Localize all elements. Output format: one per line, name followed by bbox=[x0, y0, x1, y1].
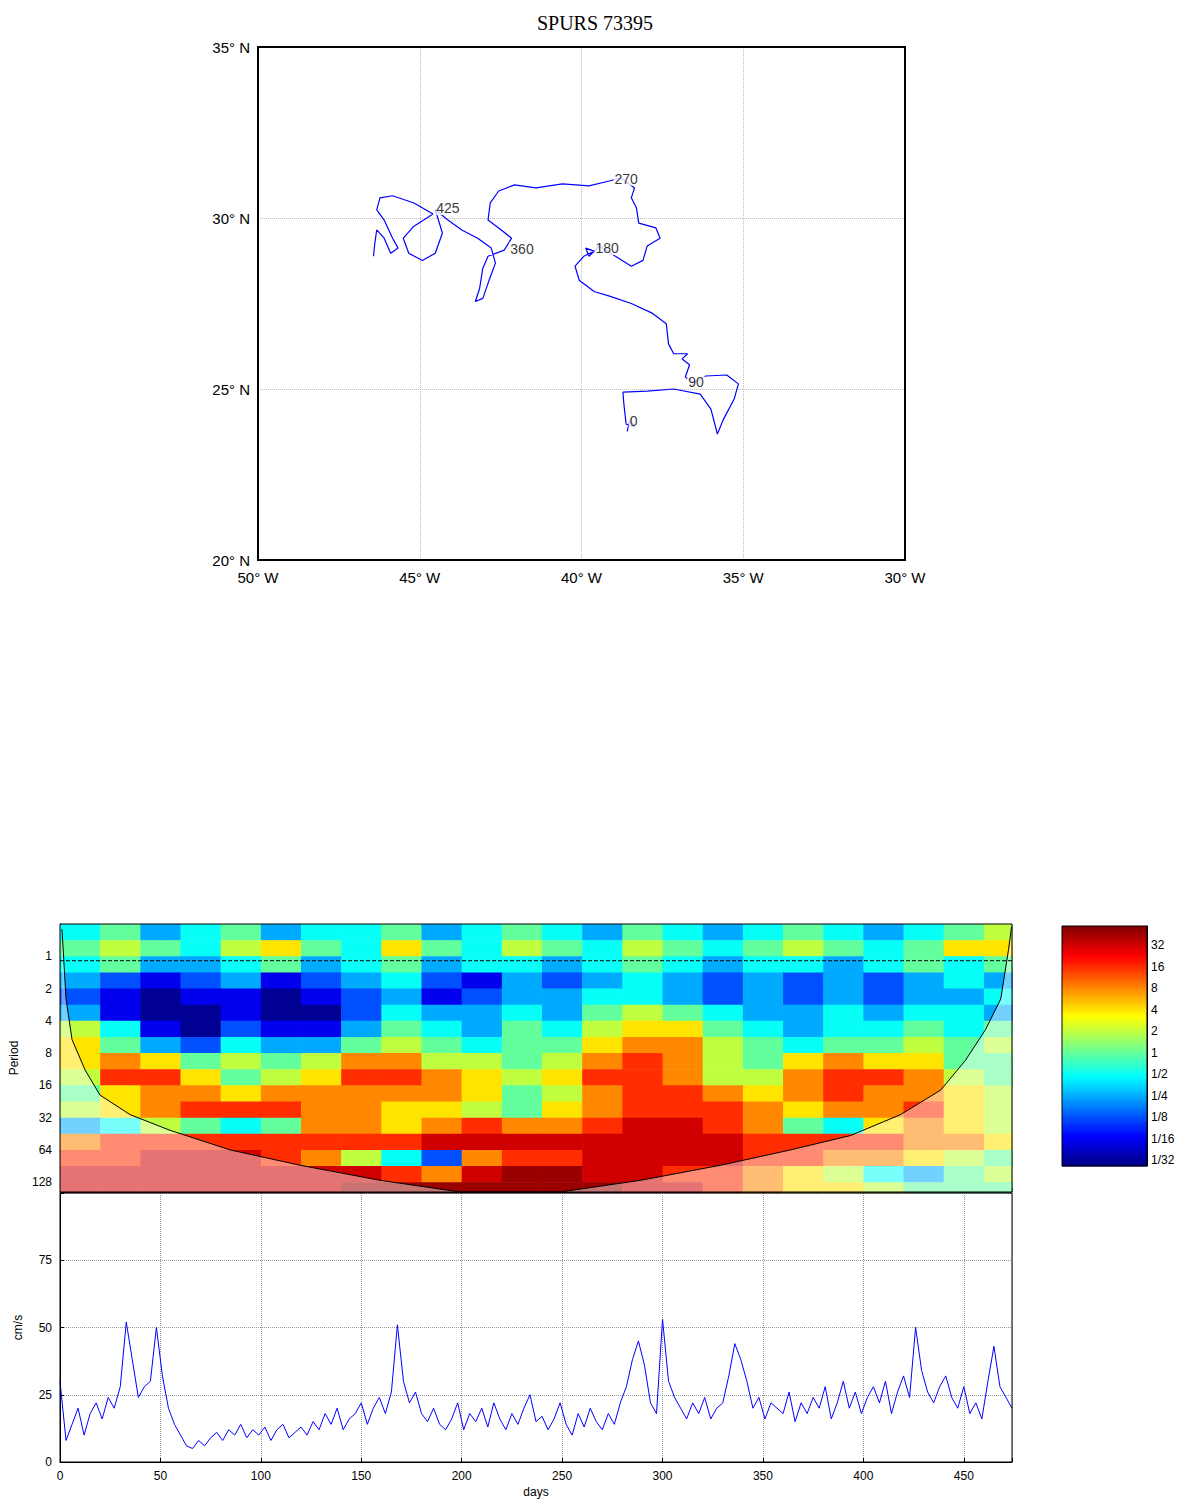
svg-text:1/16: 1/16 bbox=[1151, 1132, 1175, 1146]
svg-text:35° W: 35° W bbox=[723, 569, 765, 586]
svg-text:1/4: 1/4 bbox=[1151, 1089, 1168, 1103]
svg-text:64: 64 bbox=[39, 1143, 53, 1157]
svg-text:150: 150 bbox=[351, 1469, 371, 1483]
svg-text:0: 0 bbox=[630, 413, 638, 429]
svg-text:25: 25 bbox=[39, 1388, 53, 1402]
svg-text:32: 32 bbox=[1151, 938, 1165, 952]
svg-text:425: 425 bbox=[436, 200, 460, 216]
svg-text:400: 400 bbox=[853, 1469, 873, 1483]
svg-text:SPURS 73395: SPURS 73395 bbox=[537, 12, 653, 34]
svg-text:50° W: 50° W bbox=[237, 569, 279, 586]
svg-text:16: 16 bbox=[1151, 960, 1165, 974]
svg-text:2: 2 bbox=[1151, 1024, 1158, 1038]
svg-text:1/2: 1/2 bbox=[1151, 1067, 1168, 1081]
svg-text:8: 8 bbox=[45, 1046, 52, 1060]
svg-text:128: 128 bbox=[32, 1175, 52, 1189]
svg-text:days: days bbox=[523, 1485, 548, 1499]
svg-text:90: 90 bbox=[688, 374, 704, 390]
svg-text:16: 16 bbox=[39, 1078, 53, 1092]
svg-text:30° W: 30° W bbox=[884, 569, 926, 586]
svg-text:30° N: 30° N bbox=[212, 210, 250, 227]
svg-text:32: 32 bbox=[39, 1111, 53, 1125]
svg-text:50: 50 bbox=[39, 1321, 53, 1335]
svg-text:0: 0 bbox=[45, 1455, 52, 1469]
svg-text:1/8: 1/8 bbox=[1151, 1110, 1168, 1124]
svg-text:1: 1 bbox=[1151, 1046, 1158, 1060]
svg-text:75: 75 bbox=[39, 1253, 53, 1267]
svg-text:4: 4 bbox=[1151, 1003, 1158, 1017]
svg-text:50: 50 bbox=[154, 1469, 168, 1483]
svg-text:450: 450 bbox=[954, 1469, 974, 1483]
svg-text:0: 0 bbox=[57, 1469, 64, 1483]
svg-text:180: 180 bbox=[595, 240, 619, 256]
svg-text:100: 100 bbox=[251, 1469, 271, 1483]
svg-text:Period: Period bbox=[7, 1041, 21, 1076]
svg-text:350: 350 bbox=[753, 1469, 773, 1483]
svg-text:cm/s: cm/s bbox=[11, 1315, 25, 1340]
svg-text:1: 1 bbox=[45, 949, 52, 963]
svg-text:1/32: 1/32 bbox=[1151, 1153, 1175, 1167]
svg-text:25° N: 25° N bbox=[212, 381, 250, 398]
svg-text:200: 200 bbox=[452, 1469, 472, 1483]
svg-text:4: 4 bbox=[45, 1014, 52, 1028]
svg-text:360: 360 bbox=[510, 241, 534, 257]
svg-text:250: 250 bbox=[552, 1469, 572, 1483]
svg-text:300: 300 bbox=[653, 1469, 673, 1483]
svg-text:45° W: 45° W bbox=[399, 569, 441, 586]
svg-text:8: 8 bbox=[1151, 981, 1158, 995]
svg-text:40° W: 40° W bbox=[561, 569, 603, 586]
svg-text:270: 270 bbox=[614, 171, 638, 187]
svg-text:20° N: 20° N bbox=[212, 552, 250, 569]
svg-text:35° N: 35° N bbox=[212, 39, 250, 56]
svg-text:2: 2 bbox=[45, 982, 52, 996]
